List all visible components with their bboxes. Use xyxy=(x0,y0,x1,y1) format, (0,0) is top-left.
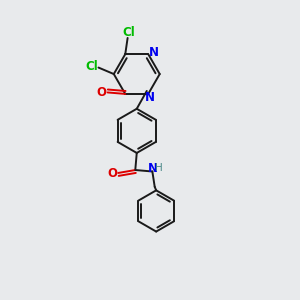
Text: O: O xyxy=(107,167,117,180)
Text: Cl: Cl xyxy=(85,60,98,73)
Text: H: H xyxy=(155,163,163,173)
Text: N: N xyxy=(145,91,155,104)
Text: N: N xyxy=(148,162,158,175)
Text: N: N xyxy=(148,46,158,59)
Text: O: O xyxy=(96,86,106,99)
Text: Cl: Cl xyxy=(122,26,135,39)
